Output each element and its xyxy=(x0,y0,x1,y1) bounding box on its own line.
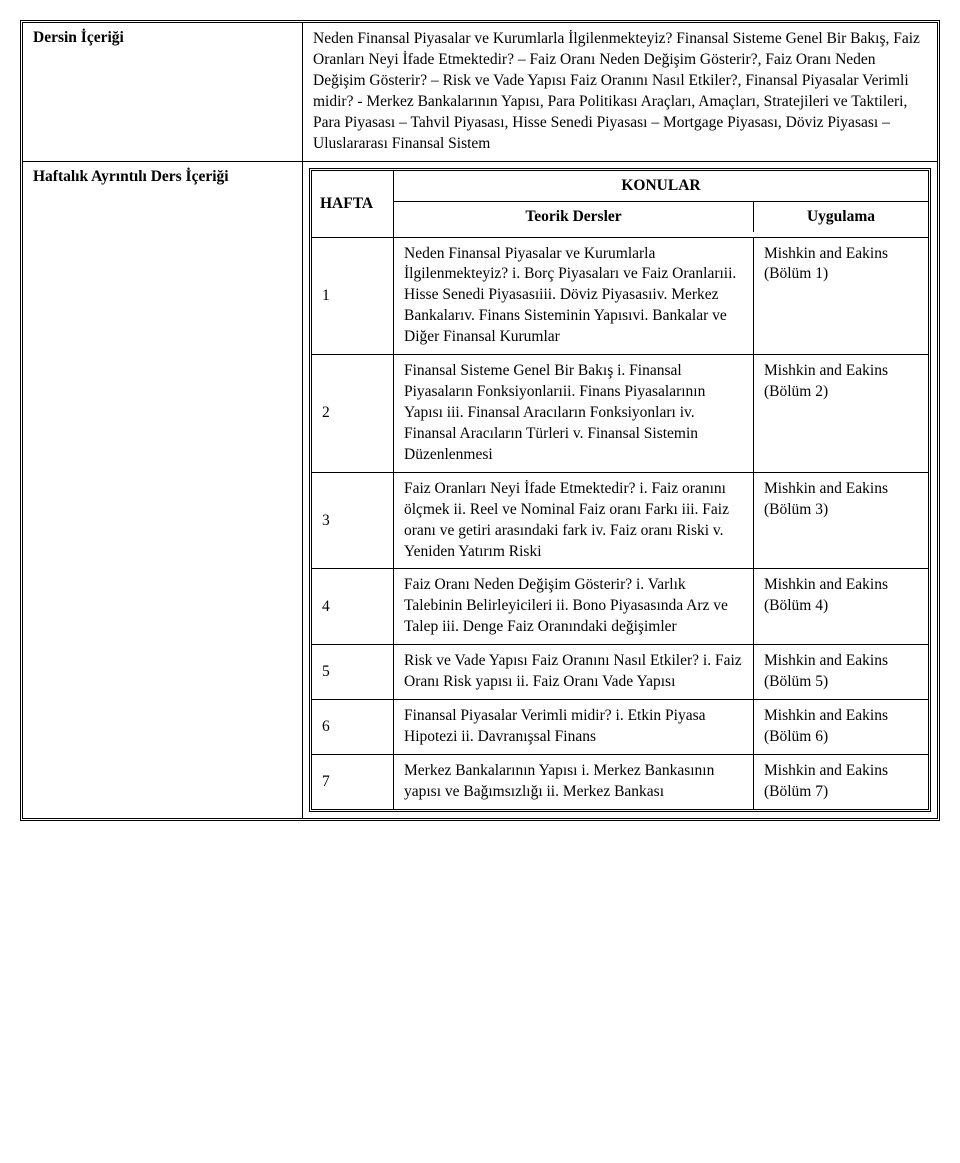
week-topic: Faiz Oranı Neden Değişim Gösterir? i. Va… xyxy=(394,569,754,644)
weekly-table-header: HAFTA KONULAR Teorik Dersler Uygulama xyxy=(312,171,928,237)
week-topic: Merkez Bankalarının Yapısı i. Merkez Ban… xyxy=(394,755,754,809)
col-header-topics-wrap: KONULAR Teorik Dersler Uygulama xyxy=(394,171,928,237)
col-subheaders: Teorik Dersler Uygulama xyxy=(394,202,928,232)
table-row: 6Finansal Piyasalar Verimli midir? i. Et… xyxy=(312,699,928,754)
week-topic: Faiz Oranları Neyi İfade Etmektedir? i. … xyxy=(394,473,754,569)
col-header-week: HAFTA xyxy=(312,171,394,237)
table-row: 4Faiz Oranı Neden Değişim Gösterir? i. V… xyxy=(312,568,928,644)
table-row: 5Risk ve Vade Yapısı Faiz Oranını Nasıl … xyxy=(312,644,928,699)
week-number: 3 xyxy=(312,473,394,569)
week-application: Mishkin and Eakins (Bölüm 1) xyxy=(754,238,928,355)
week-topic: Risk ve Vade Yapısı Faiz Oranını Nasıl E… xyxy=(394,645,754,699)
table-row: 1Neden Finansal Piyasalar ve Kurumlarla … xyxy=(312,237,928,355)
course-content-label: Dersin İçeriği xyxy=(23,23,303,161)
week-topic: Finansal Piyasalar Verimli midir? i. Etk… xyxy=(394,700,754,754)
week-application: Mishkin and Eakins (Bölüm 3) xyxy=(754,473,928,569)
week-number: 7 xyxy=(312,755,394,809)
table-row: 3Faiz Oranları Neyi İfade Etmektedir? i.… xyxy=(312,472,928,569)
table-row: 2Finansal Sisteme Genel Bir Bakış i. Fin… xyxy=(312,354,928,472)
weeks-container: 1Neden Finansal Piyasalar ve Kurumlarla … xyxy=(312,237,928,809)
weekly-table-container: HAFTA KONULAR Teorik Dersler Uygulama 1N… xyxy=(303,162,937,818)
week-topic: Finansal Sisteme Genel Bir Bakış i. Fina… xyxy=(394,355,754,472)
week-number: 2 xyxy=(312,355,394,472)
course-content-row: Dersin İçeriği Neden Finansal Piyasalar … xyxy=(23,23,937,162)
col-header-application: Uygulama xyxy=(754,202,928,232)
col-header-lecture: Teorik Dersler xyxy=(394,202,754,232)
week-application: Mishkin and Eakins (Bölüm 6) xyxy=(754,700,928,754)
week-number: 4 xyxy=(312,569,394,644)
table-row: 7Merkez Bankalarının Yapısı i. Merkez Ba… xyxy=(312,754,928,809)
week-number: 6 xyxy=(312,700,394,754)
weekly-detail-row: Haftalık Ayrıntılı Ders İçeriği HAFTA KO… xyxy=(23,162,937,818)
week-application: Mishkin and Eakins (Bölüm 2) xyxy=(754,355,928,472)
weekly-table: HAFTA KONULAR Teorik Dersler Uygulama 1N… xyxy=(309,168,931,812)
week-application: Mishkin and Eakins (Bölüm 5) xyxy=(754,645,928,699)
week-application: Mishkin and Eakins (Bölüm 7) xyxy=(754,755,928,809)
course-content-text: Neden Finansal Piyasalar ve Kurumlarla İ… xyxy=(303,23,937,161)
week-number: 5 xyxy=(312,645,394,699)
week-topic: Neden Finansal Piyasalar ve Kurumlarla İ… xyxy=(394,238,754,355)
syllabus-table: Dersin İçeriği Neden Finansal Piyasalar … xyxy=(20,20,940,821)
week-application: Mishkin and Eakins (Bölüm 4) xyxy=(754,569,928,644)
col-header-topics: KONULAR xyxy=(394,171,928,202)
week-number: 1 xyxy=(312,238,394,355)
weekly-detail-label: Haftalık Ayrıntılı Ders İçeriği xyxy=(23,162,303,818)
